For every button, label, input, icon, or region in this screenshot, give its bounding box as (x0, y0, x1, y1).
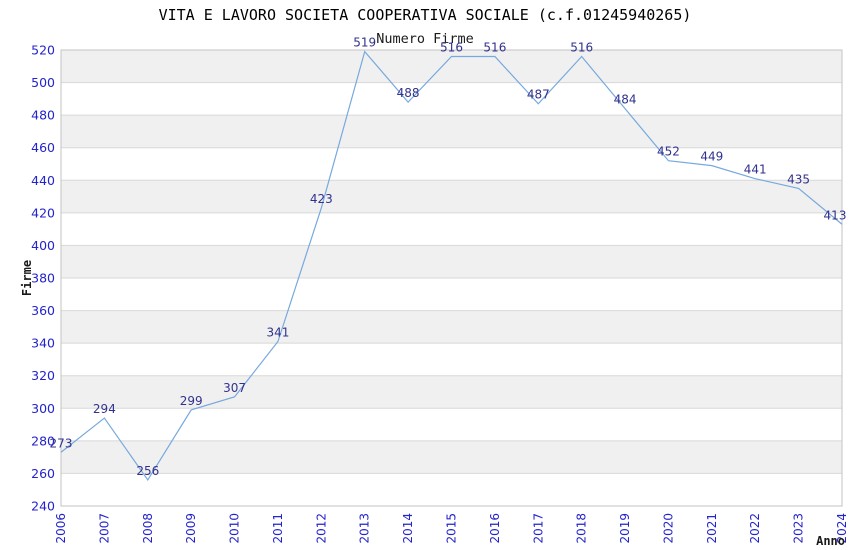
y-tick-label: 440 (31, 173, 55, 188)
y-tick-label: 480 (31, 108, 55, 123)
x-tick-label: 2023 (792, 513, 806, 544)
data-point-label: 256 (136, 464, 159, 478)
x-tick-label: 2022 (748, 513, 762, 544)
data-point-label: 487 (527, 88, 550, 102)
data-point-label: 519 (353, 36, 376, 50)
chart-subtitle: Numero Firme (376, 31, 474, 47)
x-tick-label: 2008 (141, 513, 155, 544)
data-point-label: 294 (93, 402, 116, 416)
data-point-label: 484 (614, 93, 637, 107)
y-tick-label: 380 (31, 271, 55, 286)
y-tick-label: 280 (31, 433, 55, 448)
y-tick-label: 460 (31, 140, 55, 155)
data-point-label: 413 (824, 208, 847, 222)
x-tick-label: 2012 (314, 513, 328, 544)
x-tick-label: 2019 (618, 513, 632, 544)
data-point-label: 273 (50, 436, 73, 450)
x-tick-label: 2021 (705, 513, 719, 544)
x-tick-label: 2024 (835, 513, 849, 544)
y-axis-label: Firme (20, 260, 34, 296)
data-point-label: 341 (266, 326, 289, 340)
grid-band (61, 115, 842, 148)
data-point-label: 441 (744, 163, 767, 177)
y-tick-label: 240 (31, 499, 55, 514)
data-point-label: 452 (657, 145, 680, 159)
y-tick-label: 300 (31, 401, 55, 416)
x-tick-label: 2006 (54, 513, 68, 544)
data-point-label: 299 (180, 394, 203, 408)
y-tick-label: 420 (31, 205, 55, 220)
y-tick-label: 520 (31, 43, 55, 58)
data-point-label: 423 (310, 192, 333, 206)
x-tick-label: 2014 (401, 513, 415, 544)
x-tick-label: 2018 (575, 513, 589, 544)
data-point-label: 435 (787, 172, 810, 186)
grid-band (61, 375, 842, 409)
x-tick-label: 2009 (184, 513, 198, 544)
data-point-label: 516 (440, 41, 463, 55)
y-tick-label: 500 (31, 75, 55, 90)
data-point-label: 307 (223, 381, 246, 395)
y-tick-label: 400 (31, 238, 55, 253)
x-tick-label: 2015 (445, 513, 459, 544)
series-line (60, 50, 843, 482)
grid-band (61, 180, 842, 213)
data-point-label: 449 (700, 150, 723, 164)
x-axis-label: Anno (816, 534, 845, 548)
x-tick-label: 2010 (228, 513, 242, 544)
plot-border (60, 49, 843, 507)
chart-title: VITA E LAVORO SOCIETA COOPERATIVA SOCIAL… (158, 6, 692, 24)
y-tick-label: 320 (31, 368, 55, 383)
data-point-label: 488 (397, 86, 420, 100)
grid-band (61, 440, 842, 474)
grid-band (61, 245, 842, 278)
y-tick-label: 340 (31, 336, 55, 351)
grid-band (61, 310, 842, 344)
y-tick-label: 360 (31, 303, 55, 318)
x-tick-label: 2013 (358, 513, 372, 544)
x-tick-label: 2017 (531, 513, 545, 544)
x-tick-label: 2016 (488, 513, 502, 544)
grid-band (61, 50, 842, 83)
data-point-label: 516 (570, 41, 593, 55)
x-tick-label: 2011 (271, 513, 285, 544)
x-tick-label: 2020 (661, 513, 675, 544)
x-tick-label: 2007 (97, 513, 111, 544)
data-point-label: 516 (483, 41, 506, 55)
y-tick-label: 260 (31, 466, 55, 481)
